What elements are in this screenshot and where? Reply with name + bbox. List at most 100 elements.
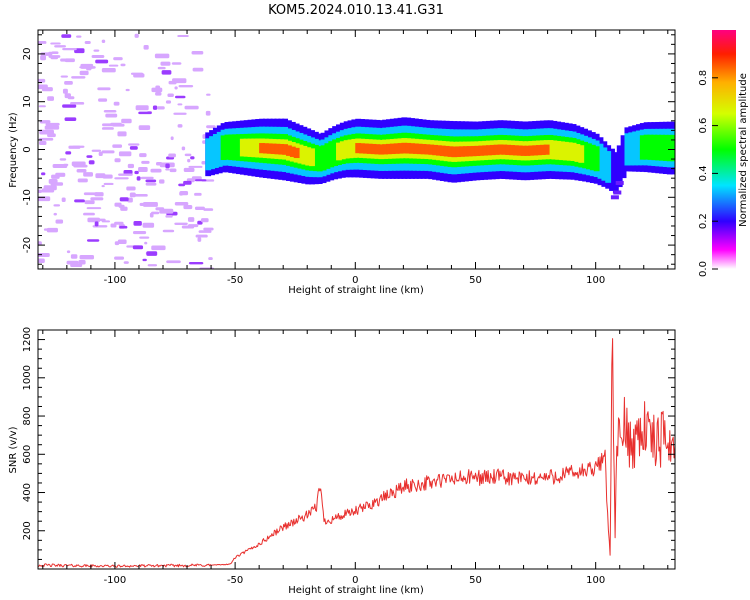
spectrogram-ridge-cell (420, 144, 427, 155)
spectrogram-noise-cell (151, 245, 166, 251)
spectrogram-noise-cell (165, 163, 170, 169)
spectrogram-noise-cell (152, 105, 158, 110)
spectrogram-ridge-cell (609, 148, 615, 191)
spectrogram-noise-cell (70, 102, 85, 105)
snr-y-tick-label: 1000 (22, 365, 33, 390)
spectrogram-ridge-cell (362, 143, 369, 154)
spectrogram-noise-cell (142, 222, 155, 228)
spectrogram-ridge-cell (370, 143, 377, 155)
colorbar-gradient (712, 30, 736, 269)
spectrogram-noise-cell (64, 58, 75, 63)
spectrogram-ridge-cell (505, 144, 512, 155)
spectrogram-noise-cell (101, 68, 116, 73)
spectrogram-ridge-cell (632, 131, 639, 166)
spectrogram-noise-cell (194, 192, 202, 196)
snr-series-line (38, 338, 675, 568)
spectrogram-noise-cell (64, 117, 77, 121)
spectrogram-noise-cell (165, 215, 173, 218)
spectrogram-ridge-cell (355, 143, 362, 154)
spectrogram-noise-cell (192, 67, 204, 72)
spectrogram-x-tick-label: 50 (469, 275, 482, 286)
spectrogram-noise-cell (187, 224, 199, 228)
spectrogram-noise-cell (139, 236, 150, 239)
spectrogram-noise-cell (205, 110, 211, 116)
spectrogram-x-tick-label: -100 (104, 275, 127, 286)
spectrogram-ridge-cell (486, 145, 492, 156)
snr-x-tick-label: -100 (104, 575, 127, 586)
spectrogram-noise-cell (178, 183, 186, 187)
spectrogram-xlabel: Height of straight line (km) (288, 285, 424, 296)
spectrogram-noise-cell (183, 180, 192, 185)
spectrogram-noise-cell (91, 55, 105, 58)
spectrogram-noise-cell (127, 163, 134, 169)
spectrogram-noise-cell (203, 208, 214, 211)
spectrogram-noise-cell (130, 72, 144, 75)
spectrogram-noise-cell (98, 98, 108, 102)
spectrogram-noise-cell (191, 50, 204, 55)
spectrogram-noise-cell (144, 241, 148, 245)
spectrogram-ridge-cell (282, 144, 289, 155)
spectrogram-noise-cell (172, 78, 187, 84)
spectrogram-noise-cell (39, 120, 51, 124)
spectrogram-noise-cell (83, 192, 99, 196)
spectrogram-noise-cell (195, 179, 207, 182)
spectrogram-noise-cell (101, 127, 114, 130)
spectrogram-noise-cell (60, 75, 68, 78)
spectrogram-ridge-cell (255, 138, 262, 158)
spectrogram-ridge-cell (574, 144, 581, 162)
spectrogram-ylabel: Frequency (Hz) (8, 112, 19, 188)
spectrogram-noise-cell (178, 84, 194, 88)
spectrogram-noise-cell (201, 218, 209, 223)
spectrogram-noise-cell (38, 241, 42, 246)
spectrogram-ridge-cell (328, 141, 335, 168)
spectrogram-ridge-cell (339, 141, 346, 160)
spectrogram-ridge-cell (386, 143, 392, 155)
spectrogram-ridge-cell (536, 145, 542, 156)
spectrogram-noise-cell (121, 118, 132, 124)
spectrogram-x-tick-label: 0 (352, 275, 358, 286)
spectrogram-ridge-cell (212, 134, 219, 168)
spectrogram-noise-cell (132, 230, 147, 235)
spectrogram-ridge-cell (451, 146, 458, 158)
spectrogram-noise-cell (87, 239, 100, 242)
spectrogram-noise-cell (126, 186, 136, 191)
snr-ylabel: SNR (v/v) (8, 426, 19, 473)
spectrogram-noise-cell (38, 40, 47, 44)
spectrogram-x-tick-label: -50 (227, 275, 243, 286)
spectrogram-noise-cell (129, 146, 138, 150)
spectrogram-ridge-cell (382, 144, 389, 155)
spectrogram-ridge-cell (274, 143, 281, 155)
spectrogram-noise-cell (146, 251, 158, 256)
spectrogram-noise-cell (70, 254, 78, 259)
spectrogram-ridge-cell (436, 145, 442, 156)
spectrogram-ridge-cell (613, 190, 622, 195)
spectrogram-noise-cell (147, 264, 158, 267)
spectrogram-noise-cell (141, 160, 150, 164)
spectrogram-noise-cell (76, 35, 82, 38)
spectrogram-ridge-cell (439, 145, 446, 157)
snr-y-tick-label: 200 (22, 521, 33, 540)
spectrogram-ridge-cell (610, 195, 619, 200)
spectrogram-noise-cell (125, 88, 130, 92)
spectrogram-ridge-cell (332, 139, 339, 167)
spectrogram-noise-cell (179, 191, 189, 196)
spectrogram-noise-cell (79, 255, 95, 260)
spectrogram-noise-cell (51, 51, 59, 55)
spectrogram-noise-cell (38, 258, 45, 263)
spectrogram-ridge-cell (301, 145, 308, 165)
spectrogram-ridge-cell (628, 132, 635, 166)
spectrogram-noise-cell (150, 168, 162, 173)
spectrogram-noise-cell (203, 227, 214, 231)
spectrogram-y-tick-label: 0 (22, 146, 33, 152)
spectrogram-ridge-cell (397, 143, 404, 154)
spectrogram-noise-cell (136, 176, 141, 181)
spectrogram-ridge-cell (578, 145, 585, 163)
snr-y-tick-label: 600 (22, 445, 33, 464)
spectrogram-y-tick-label: -10 (22, 189, 33, 205)
spectrogram-noise-cell (84, 200, 95, 205)
spectrogram-noise-cell (188, 261, 204, 265)
spectrogram-ridge-cell (497, 144, 504, 155)
spectrogram-noise-cell (40, 52, 52, 56)
spectrogram-ridge-cell (566, 142, 573, 161)
snr-x-tick-label: -50 (227, 575, 243, 586)
